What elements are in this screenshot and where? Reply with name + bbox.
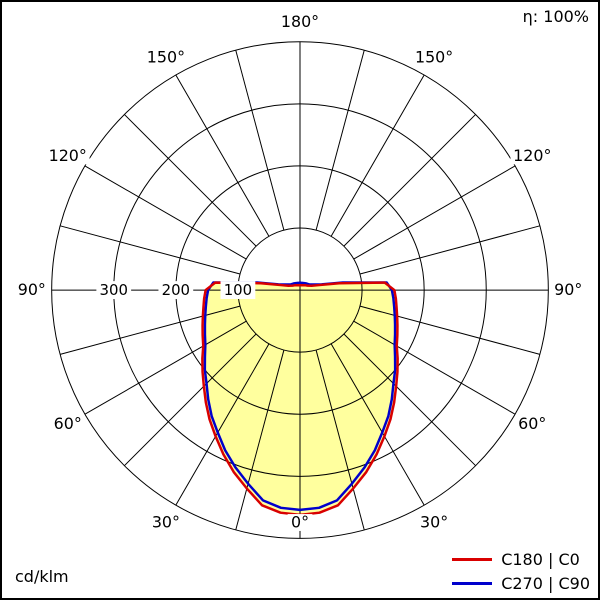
svg-text:200: 200 xyxy=(162,281,190,299)
svg-text:120°: 120° xyxy=(513,146,551,165)
legend-line-red xyxy=(452,558,493,561)
svg-text:30°: 30° xyxy=(420,512,448,531)
svg-text:120°: 120° xyxy=(49,146,87,165)
svg-text:90°: 90° xyxy=(18,280,46,299)
svg-text:0°: 0° xyxy=(291,512,309,531)
svg-text:100: 100 xyxy=(224,281,252,299)
svg-text:180°: 180° xyxy=(281,12,319,31)
legend-label-c90-c270: C270 | C90 xyxy=(501,574,590,593)
legend-label-c0-c180: C180 | C0 xyxy=(501,550,580,569)
efficiency-label: η: 100% xyxy=(522,7,589,26)
svg-text:30°: 30° xyxy=(152,512,180,531)
legend-item-c0-c180: C180 | C0 xyxy=(452,550,590,569)
svg-text:150°: 150° xyxy=(147,48,185,67)
legend-line-blue xyxy=(452,582,493,585)
unit-label: cd/klm xyxy=(15,567,69,586)
svg-text:150°: 150° xyxy=(415,48,453,67)
svg-text:60°: 60° xyxy=(518,414,546,433)
legend: C180 | C0 C270 | C90 xyxy=(452,550,590,593)
legend-item-c90-c270: C270 | C90 xyxy=(452,574,590,593)
svg-text:90°: 90° xyxy=(554,280,582,299)
svg-text:60°: 60° xyxy=(54,414,82,433)
svg-text:300: 300 xyxy=(100,281,128,299)
